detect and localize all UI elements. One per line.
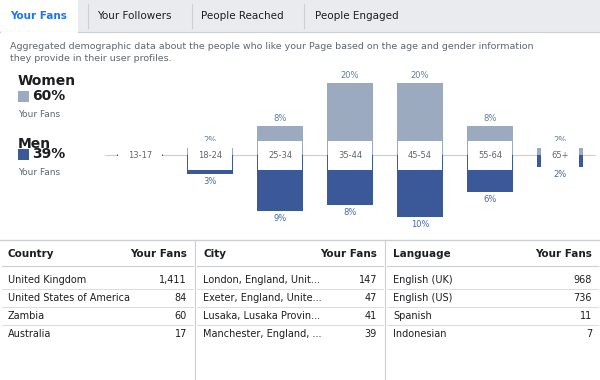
Text: 17: 17 xyxy=(175,329,187,339)
Text: 65+: 65+ xyxy=(551,150,569,160)
Text: 2%: 2% xyxy=(203,136,217,145)
Text: Your Fans: Your Fans xyxy=(320,249,377,259)
Text: 60: 60 xyxy=(175,311,187,321)
Text: United States of America: United States of America xyxy=(8,293,130,303)
Text: People Engaged: People Engaged xyxy=(315,11,399,21)
Bar xyxy=(397,83,443,155)
Text: Your Followers: Your Followers xyxy=(97,11,171,21)
Text: Women: Women xyxy=(18,74,76,88)
Bar xyxy=(117,154,163,155)
Bar xyxy=(537,148,583,155)
Bar xyxy=(0,0,78,31)
Text: 8%: 8% xyxy=(343,207,356,217)
Text: 0.0569%: 0.0569% xyxy=(121,142,158,151)
Text: 147: 147 xyxy=(359,275,377,285)
Text: 11: 11 xyxy=(580,311,592,321)
Bar xyxy=(18,91,29,102)
Text: 8%: 8% xyxy=(274,114,287,123)
Bar xyxy=(397,155,443,217)
Bar xyxy=(327,155,373,204)
Text: Your Fans: Your Fans xyxy=(535,249,592,259)
Text: Your Fans: Your Fans xyxy=(130,249,187,259)
Text: English (US): English (US) xyxy=(393,293,452,303)
Text: 41: 41 xyxy=(365,311,377,321)
Text: 10%: 10% xyxy=(411,220,429,229)
Text: Men: Men xyxy=(18,137,51,151)
Text: City: City xyxy=(203,249,226,259)
Bar xyxy=(117,155,163,157)
Bar xyxy=(467,155,513,192)
Text: 20%: 20% xyxy=(341,71,359,80)
Bar xyxy=(18,149,29,160)
Bar xyxy=(467,126,513,155)
Text: Your Fans: Your Fans xyxy=(18,110,60,119)
Bar xyxy=(327,83,373,155)
Text: 1,411: 1,411 xyxy=(160,275,187,285)
Text: 18-24: 18-24 xyxy=(198,150,222,160)
Text: 736: 736 xyxy=(574,293,592,303)
Text: Exeter, England, Unite...: Exeter, England, Unite... xyxy=(203,293,322,303)
Text: 55-64: 55-64 xyxy=(478,150,502,160)
Bar xyxy=(257,126,303,155)
Bar xyxy=(0,240,600,380)
Text: 3%: 3% xyxy=(203,177,217,185)
Text: 39: 39 xyxy=(365,329,377,339)
Text: they provide in their user profiles.: they provide in their user profiles. xyxy=(10,54,172,63)
Text: 0.228%: 0.228% xyxy=(124,160,156,168)
Text: Australia: Australia xyxy=(8,329,52,339)
Text: 9%: 9% xyxy=(274,214,287,223)
Text: 35-44: 35-44 xyxy=(338,150,362,160)
Text: 968: 968 xyxy=(574,275,592,285)
Text: 7: 7 xyxy=(586,329,592,339)
Text: 2%: 2% xyxy=(553,136,566,145)
Text: United Kingdom: United Kingdom xyxy=(8,275,86,285)
Text: 25-34: 25-34 xyxy=(268,150,292,160)
Text: 45-54: 45-54 xyxy=(408,150,432,160)
Text: 39%: 39% xyxy=(32,147,65,162)
Text: People Reached: People Reached xyxy=(200,11,283,21)
Text: Spanish: Spanish xyxy=(393,311,432,321)
Text: Your Fans: Your Fans xyxy=(11,11,67,21)
Bar xyxy=(257,155,303,211)
Bar xyxy=(187,155,233,174)
Text: 8%: 8% xyxy=(484,114,497,123)
Text: 13-17: 13-17 xyxy=(128,150,152,160)
Text: Indonesian: Indonesian xyxy=(393,329,446,339)
Text: Lusaka, Lusaka Provin...: Lusaka, Lusaka Provin... xyxy=(203,311,320,321)
Text: 60%: 60% xyxy=(32,90,65,103)
Text: Aggregated demographic data about the people who like your Page based on the age: Aggregated demographic data about the pe… xyxy=(10,42,533,51)
Bar xyxy=(537,155,583,168)
Text: Country: Country xyxy=(8,249,55,259)
Text: Manchester, England, ...: Manchester, England, ... xyxy=(203,329,322,339)
Text: Your Fans: Your Fans xyxy=(18,168,60,177)
Text: 2%: 2% xyxy=(553,170,566,179)
Text: Zambia: Zambia xyxy=(8,311,45,321)
Text: Language: Language xyxy=(393,249,451,259)
Bar xyxy=(0,32,600,240)
Text: 6%: 6% xyxy=(484,195,497,204)
Text: 84: 84 xyxy=(175,293,187,303)
Bar xyxy=(187,148,233,155)
Bar xyxy=(0,0,600,32)
Text: 47: 47 xyxy=(365,293,377,303)
Text: English (UK): English (UK) xyxy=(393,275,452,285)
Text: London, England, Unit...: London, England, Unit... xyxy=(203,275,320,285)
Text: 20%: 20% xyxy=(411,71,429,80)
